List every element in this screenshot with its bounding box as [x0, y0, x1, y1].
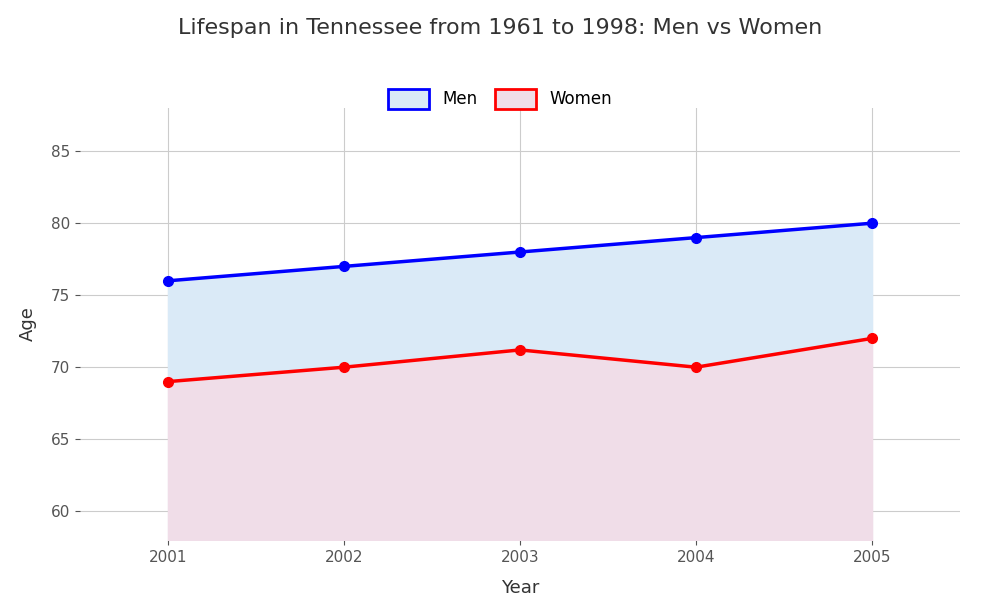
- Text: Lifespan in Tennessee from 1961 to 1998: Men vs Women: Lifespan in Tennessee from 1961 to 1998:…: [178, 18, 822, 38]
- X-axis label: Year: Year: [501, 578, 539, 596]
- Y-axis label: Age: Age: [19, 307, 37, 341]
- Legend: Men, Women: Men, Women: [379, 80, 621, 118]
